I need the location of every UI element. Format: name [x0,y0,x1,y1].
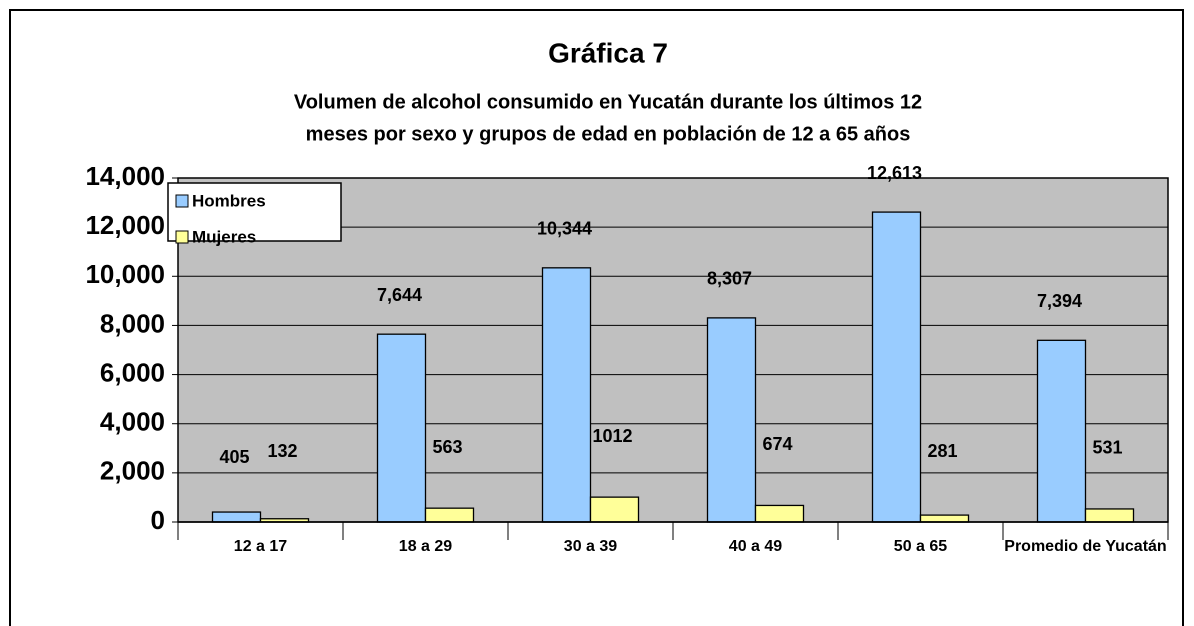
data-label: 405 [219,447,249,467]
x-tick-label-box: 12 a 17 [233,538,288,555]
data-label: 674 [762,434,792,454]
data-label: 563 [432,437,462,457]
x-tick-label-box: 30 a 39 [563,538,618,555]
chart-title: Gráfica 7 [548,37,668,68]
x-tick-label-box: Promedio de Yucatán [1004,538,1167,555]
bar [871,211,922,523]
x-tick-label: 18 a 29 [398,538,453,555]
data-label: 1012 [592,426,632,446]
x-tick-label: 50 a 65 [893,538,948,555]
bar [1036,339,1087,523]
x-tick-label: 12 a 17 [233,538,288,555]
bar [589,496,640,523]
bar [211,511,262,523]
legend-label: Mujeres [192,227,256,246]
y-tick-label: 8,000 [100,308,165,338]
x-tick-label: 30 a 39 [563,538,618,555]
data-label: 7,394 [1037,291,1082,311]
legend [167,182,342,242]
bar [1084,508,1135,523]
bar [424,507,475,523]
chart-frame [9,9,1184,626]
data-label: 7,644 [377,285,422,305]
y-tick-label: 2,000 [100,456,165,486]
data-label: 132 [267,441,297,461]
data-label: 281 [927,441,957,461]
x-tick-label-box: 50 a 65 [893,538,948,555]
data-label: 10,344 [537,219,592,239]
y-tick-label: 12,000 [85,210,165,240]
x-tick-label: 40 a 49 [728,538,783,555]
chart-subtitle: Volumen de alcohol consumido en Yucatán … [294,91,922,113]
y-tick-label: 10,000 [85,259,165,289]
bar [919,514,970,523]
x-tick-label: Promedio de Yucatán [1004,538,1167,555]
plot-area [178,178,1168,522]
data-label: 8,307 [707,269,752,289]
y-tick-label: 6,000 [100,357,165,387]
y-tick-label: 14,000 [85,161,165,191]
bar [706,317,757,523]
y-tick-label: 0 [151,505,165,535]
bar [376,333,427,523]
bar [754,504,805,523]
data-label: 531 [1092,438,1122,458]
legend-swatch [175,194,189,208]
legend-label: Hombres [192,191,266,210]
x-tick-label-box: 18 a 29 [398,538,453,555]
x-tick-label-box: 40 a 49 [728,538,783,555]
y-tick-label: 4,000 [100,407,165,437]
data-label: 12,613 [867,163,922,183]
chart-subtitle: meses por sexo y grupos de edad en pobla… [306,123,911,145]
bar [541,267,592,523]
legend-swatch [175,230,189,244]
